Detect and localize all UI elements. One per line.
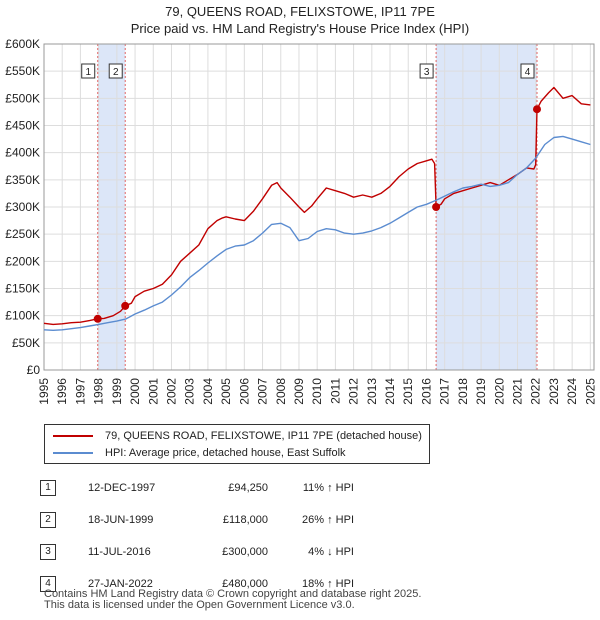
table-row: 3 11-JUL-2016 £300,000 4% ↓ HPI bbox=[40, 536, 354, 568]
chart-subtitle: Price paid vs. HM Land Registry's House … bbox=[130, 21, 470, 36]
legend-label-hpi: HPI: Average price, detached house, East… bbox=[105, 447, 346, 459]
y-tick-label: £350K bbox=[5, 173, 40, 187]
plot-frame bbox=[43, 43, 595, 371]
footer-licence: This data is licensed under the Open Gov… bbox=[44, 599, 355, 611]
y-tick-label: £100K bbox=[5, 309, 40, 323]
y-tick-label: £450K bbox=[5, 119, 40, 133]
x-tick-label: 2014 bbox=[383, 378, 397, 405]
sale-number-badge: 1 bbox=[40, 480, 56, 496]
x-tick-label: 2017 bbox=[438, 378, 452, 405]
table-row: 2 18-JUN-1999 £118,000 26% ↑ HPI bbox=[40, 504, 354, 536]
x-tick-label: 2016 bbox=[419, 378, 433, 405]
legend-item-hpi: HPI: Average price, detached house, East… bbox=[53, 445, 346, 461]
sale-date: 27-JAN-2022 bbox=[88, 578, 153, 590]
property-price-line bbox=[43, 86, 591, 326]
sale-label-box bbox=[108, 63, 123, 79]
table-row: 4 27-JAN-2022 £480,000 18% ↑ HPI bbox=[40, 568, 354, 600]
sale-hpi-diff: 11% ↑ HPI bbox=[302, 482, 354, 494]
x-tick-label: 2024 bbox=[565, 378, 579, 405]
sale-hpi-diff: 4% ↓ HPI bbox=[308, 546, 354, 558]
transactions-table: 1 12-DEC-1997 £94,250 11% ↑ HPI 2 18-JUN… bbox=[40, 472, 354, 600]
legend-swatch-property bbox=[53, 435, 93, 437]
sale-price: £118,000 bbox=[222, 514, 268, 526]
x-tick-label: 2007 bbox=[256, 378, 270, 405]
footer-copyright: Contains HM Land Registry data © Crown c… bbox=[44, 588, 422, 600]
x-tick-label: 2012 bbox=[347, 378, 361, 405]
sale-number-badge: 4 bbox=[40, 576, 56, 592]
sale-point bbox=[532, 105, 541, 114]
x-tick-label: 1996 bbox=[55, 378, 69, 405]
sale-point bbox=[93, 314, 102, 323]
price-chart: 1 2 3 4 £0 £50K £100K £150K £200K £250K £300K £350… bbox=[5, 37, 597, 405]
y-tick-label: £600K bbox=[5, 37, 40, 51]
sale-hpi-diff: 26% ↑ HPI bbox=[302, 514, 354, 526]
y-tick-label: £150K bbox=[5, 282, 40, 296]
x-tick-label: 2011 bbox=[328, 378, 342, 404]
sale-price: £94,250 bbox=[228, 482, 268, 494]
sale-number-badge: 3 bbox=[40, 544, 56, 560]
y-tick-label: £550K bbox=[5, 64, 40, 78]
sale-label: 4 bbox=[525, 67, 531, 78]
legend-label-property: 79, QUEENS ROAD, FELIXSTOWE, IP11 7PE (d… bbox=[105, 430, 422, 442]
x-tick-label: 1999 bbox=[110, 378, 124, 405]
x-tick-label: 2001 bbox=[146, 378, 160, 405]
x-tick-label: 2000 bbox=[128, 378, 142, 405]
chart-title: 79, QUEENS ROAD, FELIXSTOWE, IP11 7PE bbox=[165, 4, 435, 19]
legend: 79, QUEENS ROAD, FELIXSTOWE, IP11 7PE (d… bbox=[44, 424, 430, 464]
x-tick-label: 2019 bbox=[474, 378, 488, 405]
y-tick-label: £300K bbox=[5, 200, 40, 214]
sale-date: 11-JUL-2016 bbox=[88, 546, 151, 558]
sale-number-badge: 2 bbox=[40, 512, 56, 528]
table-row: 1 12-DEC-1997 £94,250 11% ↑ HPI bbox=[40, 472, 354, 504]
sale-date: 12-DEC-1997 bbox=[88, 482, 156, 494]
x-tick-label: 2015 bbox=[401, 378, 415, 405]
sale-label: 3 bbox=[424, 67, 430, 78]
x-tick-label: 2005 bbox=[219, 378, 233, 405]
x-tick-label: 2006 bbox=[237, 378, 251, 405]
x-tick-label: 2018 bbox=[456, 378, 470, 405]
hpi-line bbox=[43, 135, 591, 331]
sale-hpi-diff: 18% ↑ HPI bbox=[302, 578, 354, 590]
x-tick-label: 2004 bbox=[201, 378, 215, 405]
sale-price: £480,000 bbox=[222, 578, 268, 590]
x-tick-label: 2021 bbox=[511, 378, 525, 405]
y-tick-label: £400K bbox=[5, 146, 40, 160]
x-tick-label: 1995 bbox=[37, 378, 51, 405]
sale-label-box bbox=[419, 63, 434, 79]
sale-label: 2 bbox=[113, 67, 119, 78]
sale-point bbox=[432, 203, 441, 211]
x-tick-label: 2022 bbox=[529, 378, 543, 405]
x-tick-label: 2013 bbox=[365, 378, 379, 405]
y-tick-label: £500K bbox=[5, 91, 40, 105]
sale-price: £300,000 bbox=[222, 546, 268, 558]
x-tick-label: 2010 bbox=[310, 378, 324, 405]
x-tick-label: 2003 bbox=[183, 378, 197, 405]
y-tick-label: £0 bbox=[27, 363, 41, 377]
x-tick-label: 2020 bbox=[492, 378, 506, 405]
sale-date: 18-JUN-1999 bbox=[88, 514, 154, 526]
x-tick-label: 1998 bbox=[92, 378, 106, 405]
x-tick-label: 2025 bbox=[583, 378, 597, 405]
sale-label-box bbox=[520, 63, 535, 79]
x-tick-label: 2023 bbox=[547, 378, 561, 405]
x-tick-label: 1997 bbox=[73, 378, 87, 405]
x-tick-label: 2008 bbox=[274, 378, 288, 405]
footer: Contains HM Land Registry data © Crown c… bbox=[44, 589, 421, 611]
sale-label: 1 bbox=[85, 67, 91, 78]
sale-point bbox=[121, 301, 130, 310]
x-tick-label: 2009 bbox=[292, 378, 306, 405]
sale-label-box bbox=[81, 63, 96, 79]
legend-item-property: 79, QUEENS ROAD, FELIXSTOWE, IP11 7PE (d… bbox=[53, 428, 422, 444]
legend-swatch-hpi bbox=[53, 452, 93, 454]
x-tick-label: 2002 bbox=[164, 378, 178, 405]
y-tick-label: £200K bbox=[5, 254, 40, 268]
y-tick-label: £250K bbox=[5, 227, 40, 241]
y-tick-label: £50K bbox=[12, 336, 40, 350]
